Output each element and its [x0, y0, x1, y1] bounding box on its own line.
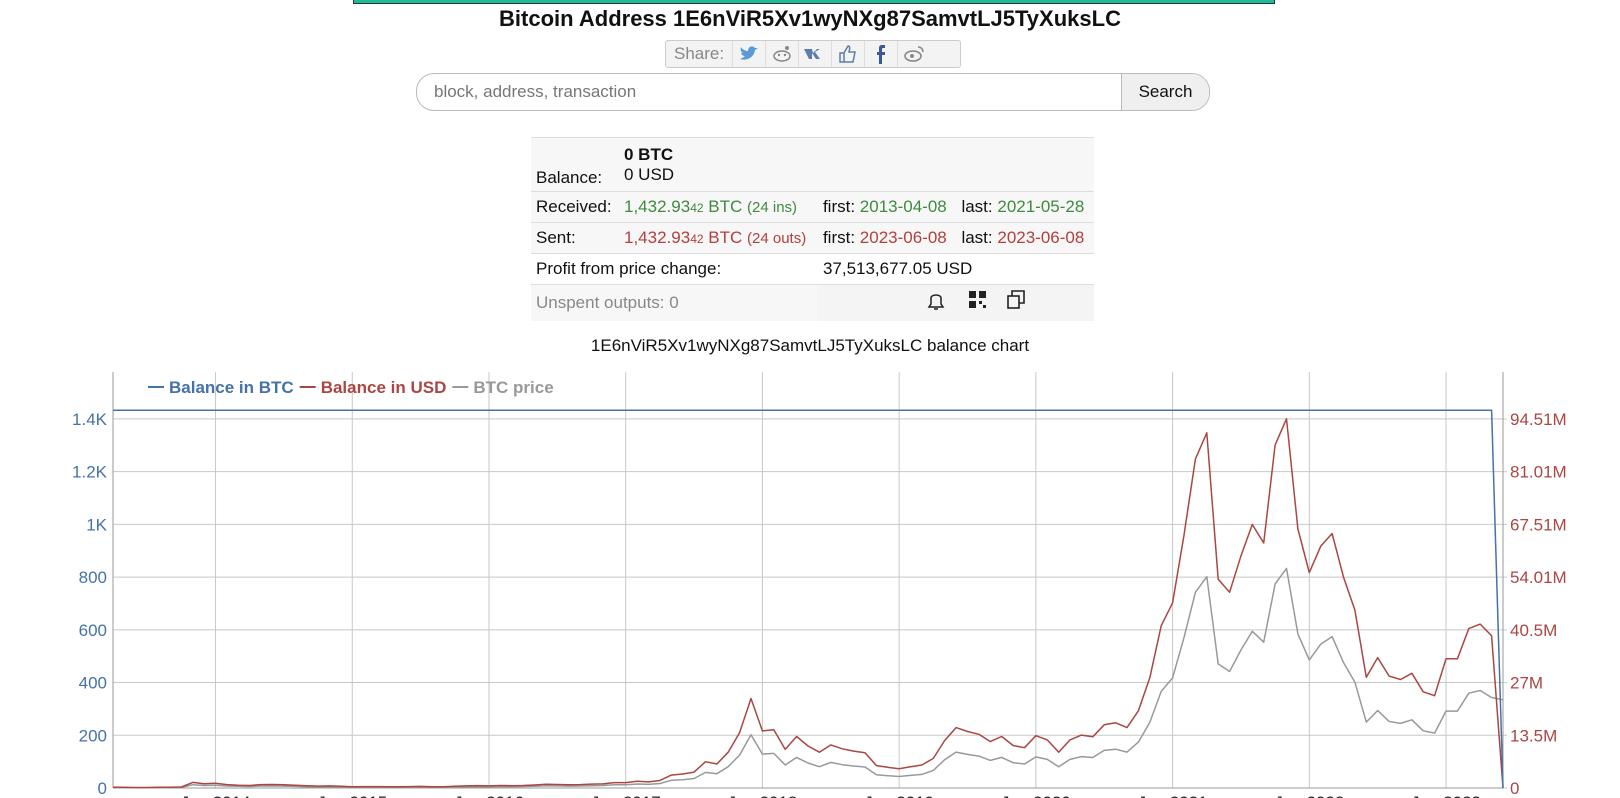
x-tick-label: Jan 2014 — [181, 793, 251, 798]
icon — [839, 45, 857, 63]
search-box[interactable]: block, address, transaction Search — [416, 73, 1210, 111]
y-tick-label: 800 — [79, 568, 107, 587]
profit-label: Profit from price change: — [531, 253, 818, 285]
received-amount: 1,432.93 — [624, 197, 691, 216]
x-tick-label: Jan 2020 — [1001, 793, 1071, 798]
reddit-button[interactable] — [765, 41, 798, 67]
unspent-outputs[interactable]: Unspent outputs: 0 — [531, 284, 818, 321]
like-button[interactable] — [831, 41, 864, 67]
balance-label: Balance: — [531, 137, 619, 192]
action-icons — [927, 290, 1025, 310]
sent-label: Sent: — [531, 222, 619, 254]
icon — [804, 49, 821, 59]
y2-tick-label: 81.01M — [1510, 463, 1567, 482]
last-label: last: — [961, 197, 993, 216]
icon — [740, 46, 759, 60]
x-tick-label: Jan 2023 — [1411, 793, 1481, 798]
vk-button[interactable] — [798, 41, 831, 67]
copy-button[interactable] — [1007, 290, 1025, 310]
x-tick-label: Jan 2022 — [1274, 793, 1344, 798]
received-first[interactable]: 2013-04-08 — [859, 197, 947, 216]
icon — [877, 45, 886, 64]
first-label: first: — [822, 197, 856, 216]
legend-label[interactable]: Balance in USD — [321, 378, 447, 397]
y2-tick-label: 27M — [1510, 674, 1543, 693]
page-title: Bitcoin Address 1E6nViR5Xv1wyNXg87SamvtL… — [499, 6, 1121, 31]
x-tick-label: Jan 2018 — [727, 793, 797, 798]
summary-table: Balance: 0 BTC 0 USD Received: 1,432.9342… — [531, 137, 1094, 321]
share-bar: Share: — [665, 40, 961, 68]
weibo-button[interactable] — [897, 41, 930, 67]
y2-tick-label: 40.5M — [1510, 621, 1557, 640]
sent-amount: 1,432.93 — [624, 228, 691, 247]
received-amount-small: 42 — [690, 201, 704, 215]
x-tick-label: Jan 2017 — [591, 793, 661, 798]
profit-value: 37,513,677.05 USD — [817, 253, 1094, 285]
sent-unit: BTC — [708, 228, 743, 247]
y2-tick-label: 54.01M — [1510, 568, 1567, 587]
x-tick-label: Jan 2019 — [864, 793, 934, 798]
twitter-button[interactable] — [732, 41, 765, 67]
legend-label[interactable]: Balance in BTC — [169, 378, 294, 397]
qr-button[interactable] — [969, 291, 986, 309]
y-tick-label: 1.4K — [72, 410, 108, 429]
search-input[interactable]: block, address, transaction — [434, 82, 637, 101]
series-line — [113, 418, 1504, 789]
balance-usd: 0 USD — [624, 164, 675, 184]
series-line — [113, 567, 1504, 789]
chart-title: 1E6nViR5Xv1wyNXg87SamvtLJ5TyXuksLC balan… — [590, 336, 1030, 355]
facebook-button[interactable] — [864, 41, 897, 67]
legend-label[interactable]: BTC price — [473, 378, 553, 397]
y-tick-label: 400 — [79, 674, 107, 693]
y2-tick-label: 67.51M — [1510, 515, 1567, 534]
top-bar — [353, 0, 1275, 4]
received-last[interactable]: 2021-05-28 — [997, 197, 1085, 216]
y-tick-label: 1K — [86, 515, 107, 534]
icon — [773, 46, 791, 62]
series-line — [113, 409, 1504, 789]
received-unit: BTC — [708, 197, 743, 216]
icon — [904, 46, 924, 62]
x-tick-label: Jan 2021 — [1138, 793, 1208, 798]
x-tick-label: Jan 2016 — [454, 793, 524, 798]
sent-amount-small: 42 — [690, 232, 704, 246]
y2-tick-label: 94.51M — [1510, 410, 1567, 429]
sent-last[interactable]: 2023-06-08 — [997, 228, 1085, 247]
y-tick-label: 0 — [98, 779, 107, 798]
sent-first[interactable]: 2023-06-08 — [859, 228, 947, 247]
y2-tick-label: 13.5M — [1510, 726, 1557, 745]
received-count: (24 ins) — [747, 199, 798, 216]
last-label: last: — [961, 228, 993, 247]
share-label: Share: — [674, 44, 725, 63]
first-label: first: — [822, 228, 856, 247]
y2-tick-label: 0 — [1510, 779, 1519, 798]
search-button[interactable]: Search — [1121, 74, 1209, 110]
y-tick-label: 200 — [79, 726, 107, 745]
y-tick-label: 600 — [79, 621, 107, 640]
received-label: Received: — [531, 191, 619, 223]
x-tick-label: Jan 2015 — [317, 793, 387, 798]
balance-btc: 0 BTC — [624, 144, 674, 164]
sent-count: (24 outs) — [747, 230, 807, 247]
y-tick-label: 1.2K — [72, 463, 108, 482]
notify-button[interactable] — [927, 294, 945, 310]
